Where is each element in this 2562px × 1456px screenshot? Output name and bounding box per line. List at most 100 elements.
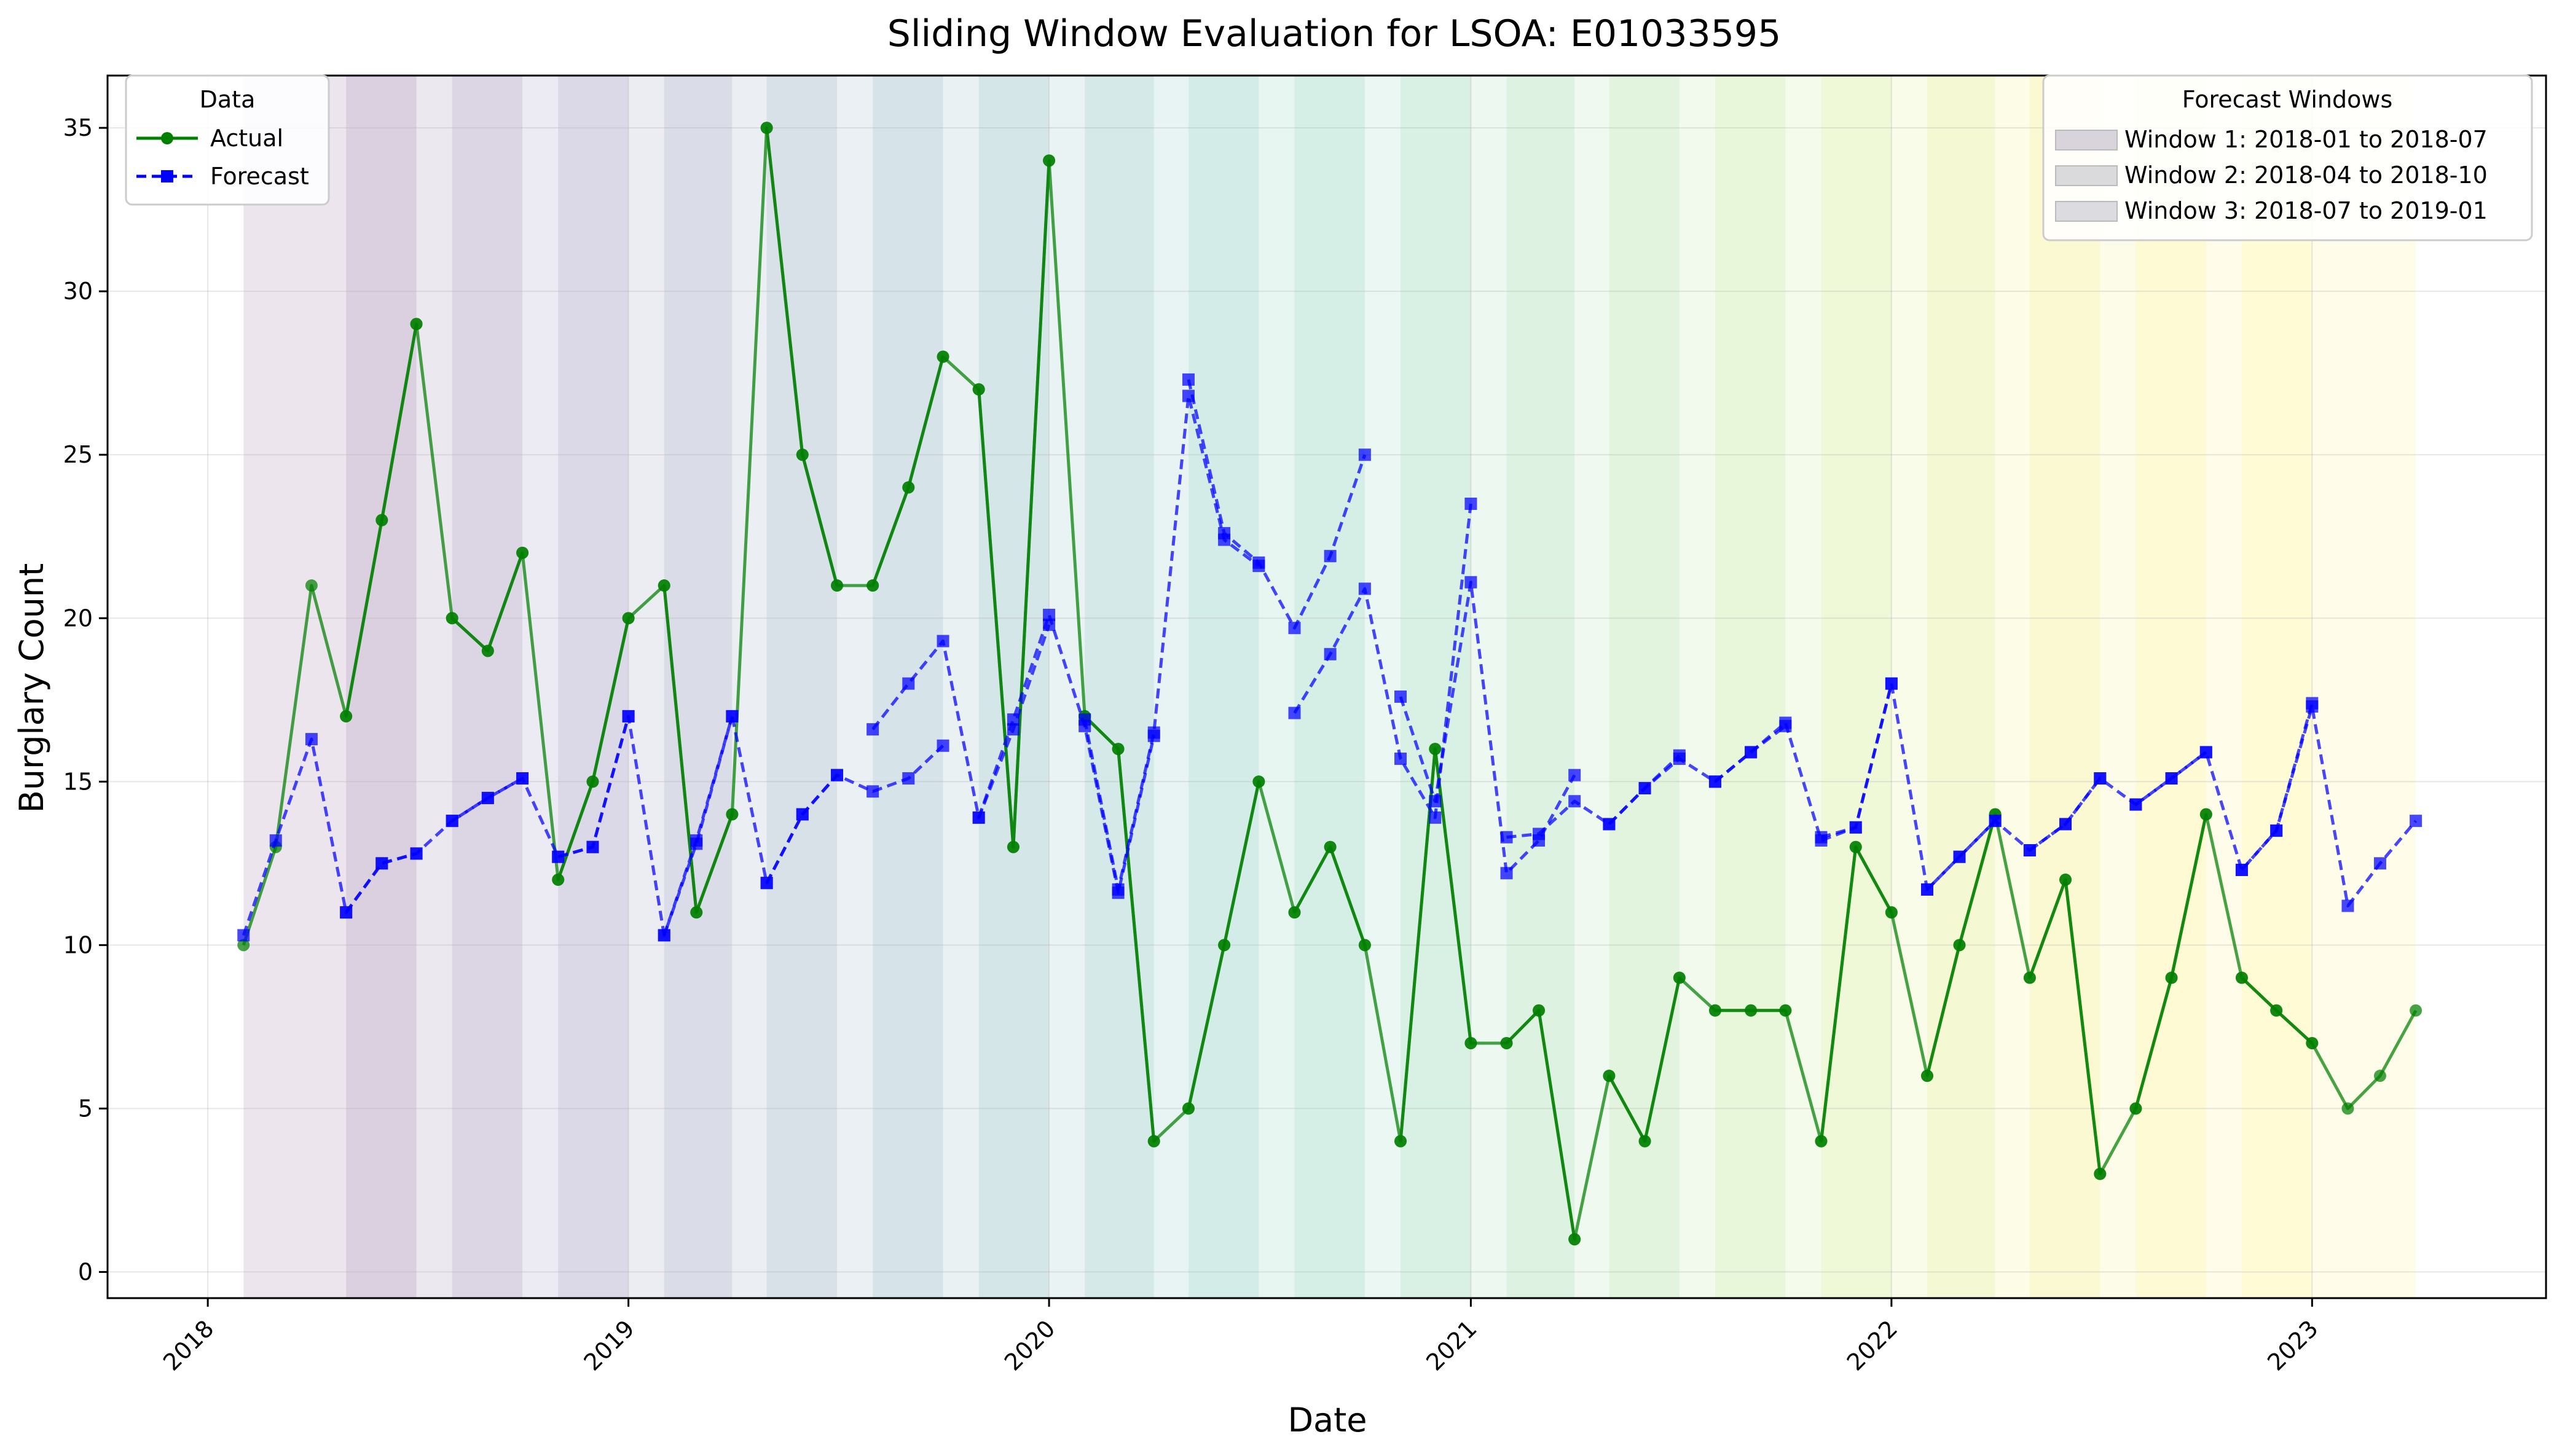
forecast-point (305, 733, 318, 746)
actual-point (2023, 971, 2036, 984)
forecast-point (446, 815, 458, 828)
forecast-point (2199, 746, 2212, 759)
forecast-point (237, 929, 250, 942)
legend-window-1-swatch (2055, 130, 2118, 151)
actual-point (1358, 939, 1371, 952)
forecast-point (2306, 700, 2319, 713)
forecast-window-17 (1927, 76, 2100, 1298)
forecast-window-14 (1609, 76, 1786, 1298)
legend-actual-label: Actual (210, 125, 283, 152)
actual-point (2165, 971, 2178, 984)
forecast-point (937, 635, 949, 648)
actual-point (1007, 840, 1020, 853)
forecast-line-window-6 (765, 744, 945, 884)
actual-point (481, 644, 494, 657)
actual-point (690, 906, 703, 919)
actual-point (622, 612, 635, 625)
forecast-point (1920, 883, 1933, 896)
forecast-point (866, 723, 879, 736)
actual-point (902, 481, 915, 494)
series-layer (237, 122, 2423, 1246)
forecast-point (902, 772, 915, 785)
forecast-window-2 (346, 76, 523, 1298)
actual-point (1112, 743, 1125, 756)
forecast-point (2129, 798, 2142, 811)
forecast-windows-layer (243, 76, 2416, 1298)
forecast-point (1464, 576, 1477, 589)
actual-point (1500, 1036, 1513, 1049)
actual-point (831, 579, 844, 592)
forecast-point (1708, 775, 1721, 788)
forecast-point (2023, 844, 2036, 857)
legend-windows-frame (2042, 74, 2533, 241)
actual-point (1638, 1135, 1651, 1148)
y-tick-label-30: 30 (63, 278, 93, 305)
forecast-window-16 (1821, 76, 1995, 1298)
plot-frame (106, 74, 2547, 1299)
forecast-point (516, 772, 529, 785)
forecast-point (2165, 772, 2178, 785)
actual-point (1673, 971, 1686, 984)
forecast-window-10 (1188, 76, 1365, 1298)
y-axis-label: Burglary Count (12, 563, 51, 813)
y-tick-label-0: 0 (78, 1258, 93, 1285)
forecast-line-window-10 (1187, 379, 1367, 630)
actual-point (410, 318, 423, 331)
forecast-point (1358, 448, 1371, 461)
actual-point (972, 383, 985, 396)
forecast-point (972, 811, 985, 824)
actual-point (2410, 1004, 2423, 1017)
actual-point (760, 122, 773, 135)
forecast-window-9 (1085, 76, 1259, 1298)
actual-point (1815, 1135, 1828, 1148)
actual-point (586, 775, 599, 788)
actual-point (1182, 1102, 1195, 1115)
forecast-window-1 (243, 76, 417, 1298)
forecast-point (2235, 863, 2248, 876)
forecast-point (760, 877, 773, 890)
actual-line-window-20 (2241, 976, 2418, 1110)
forecast-point (1288, 622, 1301, 635)
legend-forecast-windows: Forecast Windows Window 1: 2018-01 to 20… (2042, 74, 2533, 241)
forecast-point (937, 739, 949, 752)
forecast-window-5 (664, 76, 838, 1298)
forecast-point (902, 677, 915, 690)
legend-actual-marker (161, 132, 173, 144)
forecast-window-8 (978, 76, 1154, 1298)
actual-point (516, 546, 529, 559)
actual-point (1708, 1004, 1721, 1017)
forecast-point (1673, 753, 1686, 765)
forecast-point (622, 710, 635, 722)
legend-window-1-label: Window 1: 2018-01 to 2018-07 (2124, 126, 2488, 153)
actual-point (1394, 1135, 1407, 1148)
forecast-point (1394, 753, 1407, 765)
forecast-point (1324, 648, 1337, 660)
legend-window-2-swatch (2055, 165, 2118, 186)
forecast-point (552, 850, 565, 863)
y-tick-label-10: 10 (63, 931, 93, 958)
actual-point (2341, 1102, 2354, 1115)
actual-point (726, 808, 739, 821)
x-axis-label: Date (1287, 1401, 1367, 1439)
grid-layer (108, 76, 2546, 1298)
forecast-point (375, 857, 388, 870)
forecast-point (2410, 815, 2423, 828)
y-tick-label-5: 5 (78, 1095, 93, 1122)
actual-point (1324, 840, 1337, 853)
chart-title: Sliding Window Evaluation for LSOA: E010… (887, 12, 1782, 55)
legend-forecast-marker (161, 170, 173, 182)
actual-point (1745, 1004, 1758, 1017)
plot-area (106, 74, 2547, 1299)
actual-point (1043, 154, 1056, 167)
forecast-line-window-8 (977, 613, 1156, 894)
actual-point (1953, 939, 1966, 952)
y-axis: 0 5 10 15 20 25 30 35 (63, 114, 108, 1285)
forecast-line-window-7 (871, 624, 1051, 820)
forecast-point (1429, 795, 1442, 808)
actual-point (866, 579, 879, 592)
actual-point (375, 514, 388, 526)
forecast-point (658, 929, 670, 942)
forecast-point (2341, 899, 2354, 912)
